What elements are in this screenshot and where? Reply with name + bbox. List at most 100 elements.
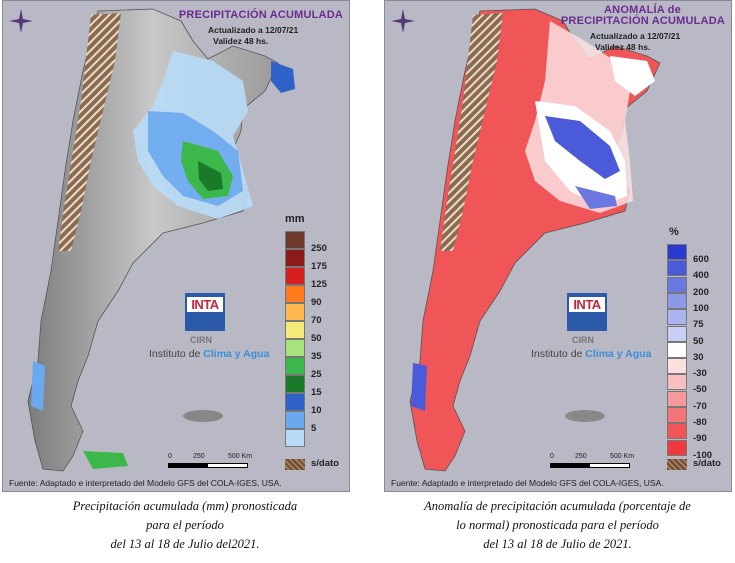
argentina-anomaly-map <box>409 8 661 472</box>
legend-label: 15 <box>311 387 322 398</box>
legend-unit: % <box>669 226 679 238</box>
scale-500: 500 Km <box>610 453 635 460</box>
no-data-hatch <box>58 13 121 251</box>
anomaly-south-blue-zone <box>411 363 427 411</box>
instituto-name: Instituto de Clima y Agua <box>149 348 270 360</box>
legend-label: 90 <box>311 297 322 308</box>
legend-label: 50 <box>311 333 322 344</box>
source-note: Fuente: Adaptado e interpretado del Mode… <box>9 478 282 488</box>
malvinas-islands <box>183 410 223 422</box>
scale-500: 500 Km <box>228 453 253 460</box>
legend-label: 70 <box>311 315 322 326</box>
legend-swatch <box>285 375 305 393</box>
legend-swatch <box>285 231 305 249</box>
legend-swatch <box>667 260 687 277</box>
precip-ne-blue-zone <box>271 61 295 93</box>
caption-line: para el período <box>146 518 224 532</box>
cirn-label: CIRN <box>190 335 212 345</box>
legend-swatch <box>667 374 687 391</box>
malvinas-islands <box>565 410 605 422</box>
inta-logo: INTA <box>185 293 225 331</box>
legend-label: 25 <box>311 369 322 380</box>
anomaly-ne-white-zone <box>610 56 655 96</box>
map-title-line2: PRECIPITACIÓN ACUMULADA <box>560 15 725 27</box>
scale-zero: 0 <box>168 453 172 460</box>
legend-swatch <box>285 411 305 429</box>
anomaly-blue-zone <box>545 116 620 179</box>
legend-swatch <box>667 390 687 407</box>
legend-label: 200 <box>693 286 709 298</box>
legend-swatch <box>667 439 687 456</box>
precip-south-blue-zone <box>31 361 45 411</box>
legend-swatch <box>285 357 305 375</box>
legend-label: 5 <box>311 423 317 434</box>
validity-text: Validez 48 hs. <box>213 36 269 46</box>
legend-swatch <box>667 407 687 423</box>
legend-label: 35 <box>311 351 322 362</box>
legend-label: 10 <box>311 405 322 416</box>
no-data-swatch <box>285 459 305 470</box>
legend-label: 600 <box>693 254 709 265</box>
legend-label: -90 <box>693 433 707 445</box>
inta-logo: INTA <box>567 293 607 331</box>
instituto-name: Instituto de Clima y Agua <box>531 348 652 360</box>
legend-swatch <box>285 285 305 303</box>
legend-label: -100 <box>693 449 713 461</box>
legend-label: 100 <box>693 302 709 314</box>
legend-label: -80 <box>693 417 707 428</box>
no-data-swatch <box>667 459 687 470</box>
legend-swatch <box>667 292 687 309</box>
source-note: Fuente: Adaptado e interpretado del Mode… <box>391 478 664 488</box>
compass-rose-icon <box>391 9 415 33</box>
legend-label: 400 <box>693 270 709 282</box>
anomaly-map-panel: ANOMALÍA de PRECIPITACIÓN ACUMULADA Actu… <box>384 0 732 492</box>
legend-swatch <box>285 339 305 357</box>
legend-swatch <box>285 267 305 285</box>
no-data-label: s/dato <box>693 458 721 469</box>
scale-250: 250 <box>575 453 587 460</box>
precip-dark-green-zone <box>198 161 223 191</box>
caption-line: del 13 al 18 de Julio del2021. <box>110 537 260 551</box>
scale-zero: 0 <box>550 453 554 460</box>
legend-label: 75 <box>693 319 704 331</box>
precipitation-map-panel: PRECIPITACIÓN ACUMULADA Actualizado a 12… <box>2 0 350 492</box>
precip-tierra-zone <box>83 451 128 469</box>
map-title-line1: ANOMALÍA de <box>604 4 681 16</box>
legend-unit: mm <box>285 213 305 225</box>
legend-swatch <box>667 309 687 326</box>
legend-label: 125 <box>311 279 327 290</box>
scale-bar <box>168 463 248 468</box>
map-title: PRECIPITACIÓN ACUMULADA <box>178 9 343 21</box>
legend-swatch <box>667 423 687 440</box>
updated-date: Actualizado a 12/07/21 <box>208 25 299 35</box>
scale-bar <box>550 463 630 468</box>
legend-label: 50 <box>693 335 704 347</box>
legend-swatch <box>667 325 687 342</box>
cirn-label: CIRN <box>572 335 594 345</box>
legend-swatch <box>667 358 687 375</box>
updated-date: Actualizado a 12/07/21 <box>590 31 681 41</box>
legend-swatch <box>285 393 305 411</box>
legend-swatch <box>667 341 687 358</box>
compass-rose-icon <box>9 9 33 33</box>
legend-label: 250 <box>311 243 327 254</box>
legend-swatch <box>667 244 687 260</box>
legend-swatch <box>667 276 687 293</box>
legend-label: -50 <box>693 384 707 396</box>
right-caption: Anomalía de precipitación acumulada (por… <box>385 497 730 554</box>
no-data-label: s/dato <box>311 458 339 469</box>
caption-line: Anomalía de precipitación acumulada (por… <box>424 499 691 513</box>
legend-swatch <box>285 303 305 321</box>
legend-label: 175 <box>311 261 327 272</box>
caption-line: Precipitación acumulada (mm) pronosticad… <box>72 499 298 513</box>
legend-swatch <box>285 321 305 339</box>
argentina-precipitation-map <box>27 8 295 472</box>
caption-line: del 13 al 18 de Julio de 2021. <box>483 537 632 551</box>
legend-label: 30 <box>693 351 704 363</box>
scale-250: 250 <box>193 453 205 460</box>
validity-text: Validez 48 hs. <box>595 42 651 52</box>
no-data-hatch <box>440 13 503 251</box>
legend-swatch <box>285 249 305 267</box>
anomaly-blue-south-zone <box>575 186 617 209</box>
legend-label: -70 <box>693 400 707 412</box>
